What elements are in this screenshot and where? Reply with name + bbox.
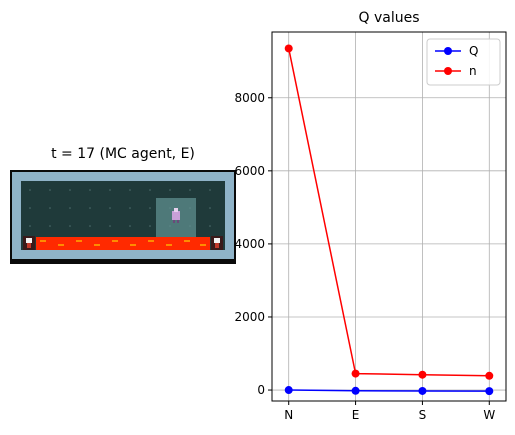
axes: N E S W 0 2000 4000 6000 8000 [234,31,507,422]
environment-title: t = 17 (MC agent, E) [51,146,195,162]
chart-title: Q values [358,10,420,26]
plot-frame [271,31,507,402]
legend: Qn [426,38,501,86]
series-line-Q [288,389,490,392]
legend-label-n: n [469,64,477,78]
bottom-wall [12,250,234,259]
y-tick-label: 0 [257,383,265,397]
x-tick-label: S [419,408,427,422]
right-wall [225,172,234,259]
data-point-Q [485,387,494,396]
data-point-Q [284,386,293,395]
x-tick-label: W [483,408,495,422]
x-tick-label: N [284,408,293,422]
goal-tile-icon [211,236,223,250]
y-tick-label: 4000 [234,237,265,251]
data-point-n [284,44,293,53]
y-tick-label: 8000 [234,91,265,105]
floor-texture [29,189,211,227]
legend-marker-n [444,67,452,75]
data-point-n [485,371,494,380]
legend-label-Q: Q [469,44,478,58]
lava-texture [40,240,206,246]
x-tick-label: E [352,408,360,422]
y-tick-label: 2000 [234,310,265,324]
data-point-Q [351,386,360,395]
y-tick-label: 6000 [234,164,265,178]
environment-view [10,170,236,264]
start-tile-icon [23,236,35,250]
data-point-n [351,369,360,378]
grid [272,32,506,401]
series-line-n [287,48,490,377]
agent-icon [172,208,180,223]
series [284,44,494,396]
top-wall [12,172,234,181]
left-wall [12,172,21,259]
legend-box [426,38,501,86]
data-point-Q [418,386,427,395]
legend-marker-Q [444,47,452,55]
data-point-n [418,370,427,379]
